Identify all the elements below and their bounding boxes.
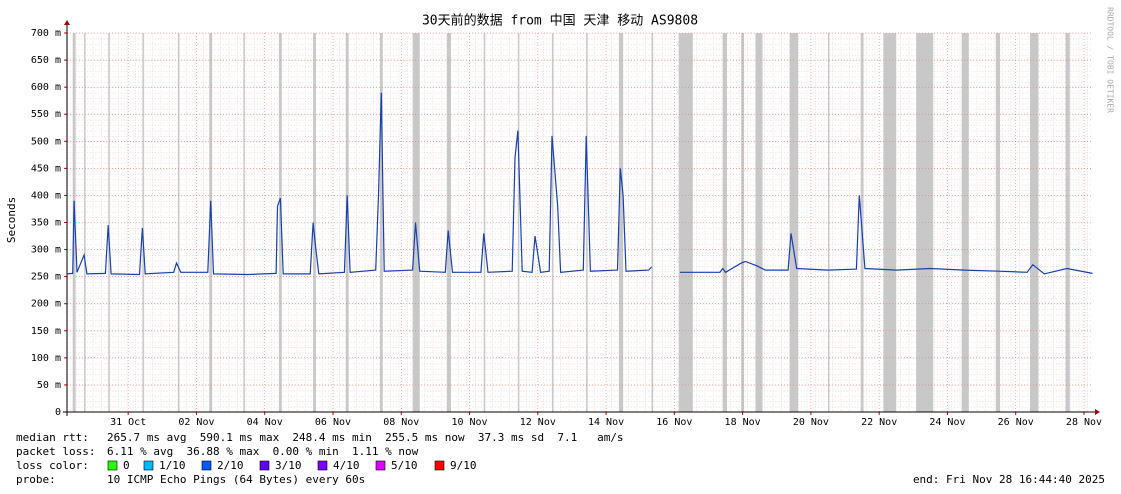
gray-band bbox=[961, 33, 969, 412]
legend-label: 2/10 bbox=[217, 459, 244, 472]
y-tick-label: 550 m bbox=[31, 109, 61, 120]
legend-swatch bbox=[317, 460, 328, 471]
legend-label: 5/10 bbox=[391, 459, 418, 472]
probe-text: 10 ICMP Echo Pings (64 Bytes) every 60s bbox=[107, 473, 365, 486]
x-tick-label: 04 Nov bbox=[247, 417, 283, 428]
y-tick-label: 100 m bbox=[31, 353, 61, 364]
stats-label: median rtt: bbox=[16, 431, 89, 444]
legend-swatch bbox=[201, 460, 212, 471]
y-tick-label: 400 m bbox=[31, 190, 61, 201]
probe-label: probe: bbox=[16, 473, 56, 486]
gray-band bbox=[916, 33, 934, 412]
x-tick-label: 28 Nov bbox=[1066, 417, 1102, 428]
y-tick-label: 50 m bbox=[37, 380, 61, 391]
x-tick-label: 16 Nov bbox=[656, 417, 692, 428]
gray-band bbox=[412, 33, 420, 412]
x-tick-label: 31 Oct bbox=[110, 417, 146, 428]
x-tick-label: 08 Nov bbox=[383, 417, 419, 428]
rtt-line bbox=[680, 195, 1093, 275]
axis-arrow bbox=[1095, 409, 1100, 415]
y-axis-label: Seconds bbox=[5, 197, 18, 243]
y-tick-label: 250 m bbox=[31, 272, 61, 283]
side-text: RRDTOOL / TOBI OETIKER bbox=[1106, 7, 1115, 113]
x-tick-label: 18 Nov bbox=[725, 417, 761, 428]
y-tick-label: 200 m bbox=[31, 299, 61, 310]
x-tick-label: 02 Nov bbox=[178, 417, 214, 428]
x-tick-label: 12 Nov bbox=[520, 417, 556, 428]
legend-label: 0 bbox=[123, 459, 130, 472]
axis-arrow bbox=[64, 20, 70, 25]
y-tick-label: 450 m bbox=[31, 163, 61, 174]
packet-loss-label: packet loss: bbox=[16, 445, 95, 458]
legend-label: 9/10 bbox=[450, 459, 477, 472]
y-tick-label: 350 m bbox=[31, 218, 61, 229]
gray-band bbox=[84, 33, 86, 412]
legend-label: 1/10 bbox=[159, 459, 186, 472]
gray-band bbox=[142, 33, 144, 412]
y-tick-label: 150 m bbox=[31, 326, 61, 337]
y-tick-label: 700 m bbox=[31, 28, 61, 39]
gray-band bbox=[313, 33, 316, 412]
y-tick-label: 650 m bbox=[31, 55, 61, 66]
x-tick-label: 20 Nov bbox=[793, 417, 829, 428]
packet-loss-text: 6.11 % avg 36.88 % max 0.00 % min 1.11 %… bbox=[107, 445, 419, 458]
y-tick-label: 300 m bbox=[31, 245, 61, 256]
gray-band bbox=[618, 33, 624, 412]
legend-swatch bbox=[107, 460, 118, 471]
legend-swatch bbox=[143, 460, 154, 471]
gray-band bbox=[827, 33, 830, 412]
end-text: end: Fri Nov 28 16:44:40 2025 bbox=[913, 473, 1105, 486]
legend-swatch bbox=[375, 460, 386, 471]
x-tick-label: 24 Nov bbox=[929, 417, 965, 428]
legend-swatch bbox=[434, 460, 445, 471]
y-tick-label: 600 m bbox=[31, 82, 61, 93]
gray-band bbox=[209, 33, 213, 412]
x-tick-label: 22 Nov bbox=[861, 417, 897, 428]
legend-swatch bbox=[259, 460, 270, 471]
gray-band bbox=[517, 33, 520, 412]
stats-text: 265.7 ms avg 590.1 ms max 248.4 ms min 2… bbox=[107, 431, 624, 444]
loss-color-label: loss color: bbox=[16, 459, 89, 472]
y-tick-label: 500 m bbox=[31, 136, 61, 147]
x-tick-label: 14 Nov bbox=[588, 417, 624, 428]
gray-band bbox=[755, 33, 763, 412]
chart-title: 30天前的数据 from 中国 天津 移动 AS9808 bbox=[422, 13, 698, 29]
gray-band bbox=[1065, 33, 1070, 412]
gray-band bbox=[108, 33, 110, 412]
x-tick-label: 06 Nov bbox=[315, 417, 351, 428]
x-tick-label: 26 Nov bbox=[998, 417, 1034, 428]
x-tick-label: 10 Nov bbox=[451, 417, 487, 428]
gray-band bbox=[1029, 33, 1039, 412]
rtt-line bbox=[66, 92, 653, 276]
legend-label: 4/10 bbox=[333, 459, 360, 472]
gray-band bbox=[379, 33, 383, 412]
gray-band bbox=[345, 33, 349, 412]
gray-band bbox=[552, 33, 554, 412]
y-tick-label: 0 bbox=[55, 407, 61, 418]
legend-label: 3/10 bbox=[275, 459, 302, 472]
